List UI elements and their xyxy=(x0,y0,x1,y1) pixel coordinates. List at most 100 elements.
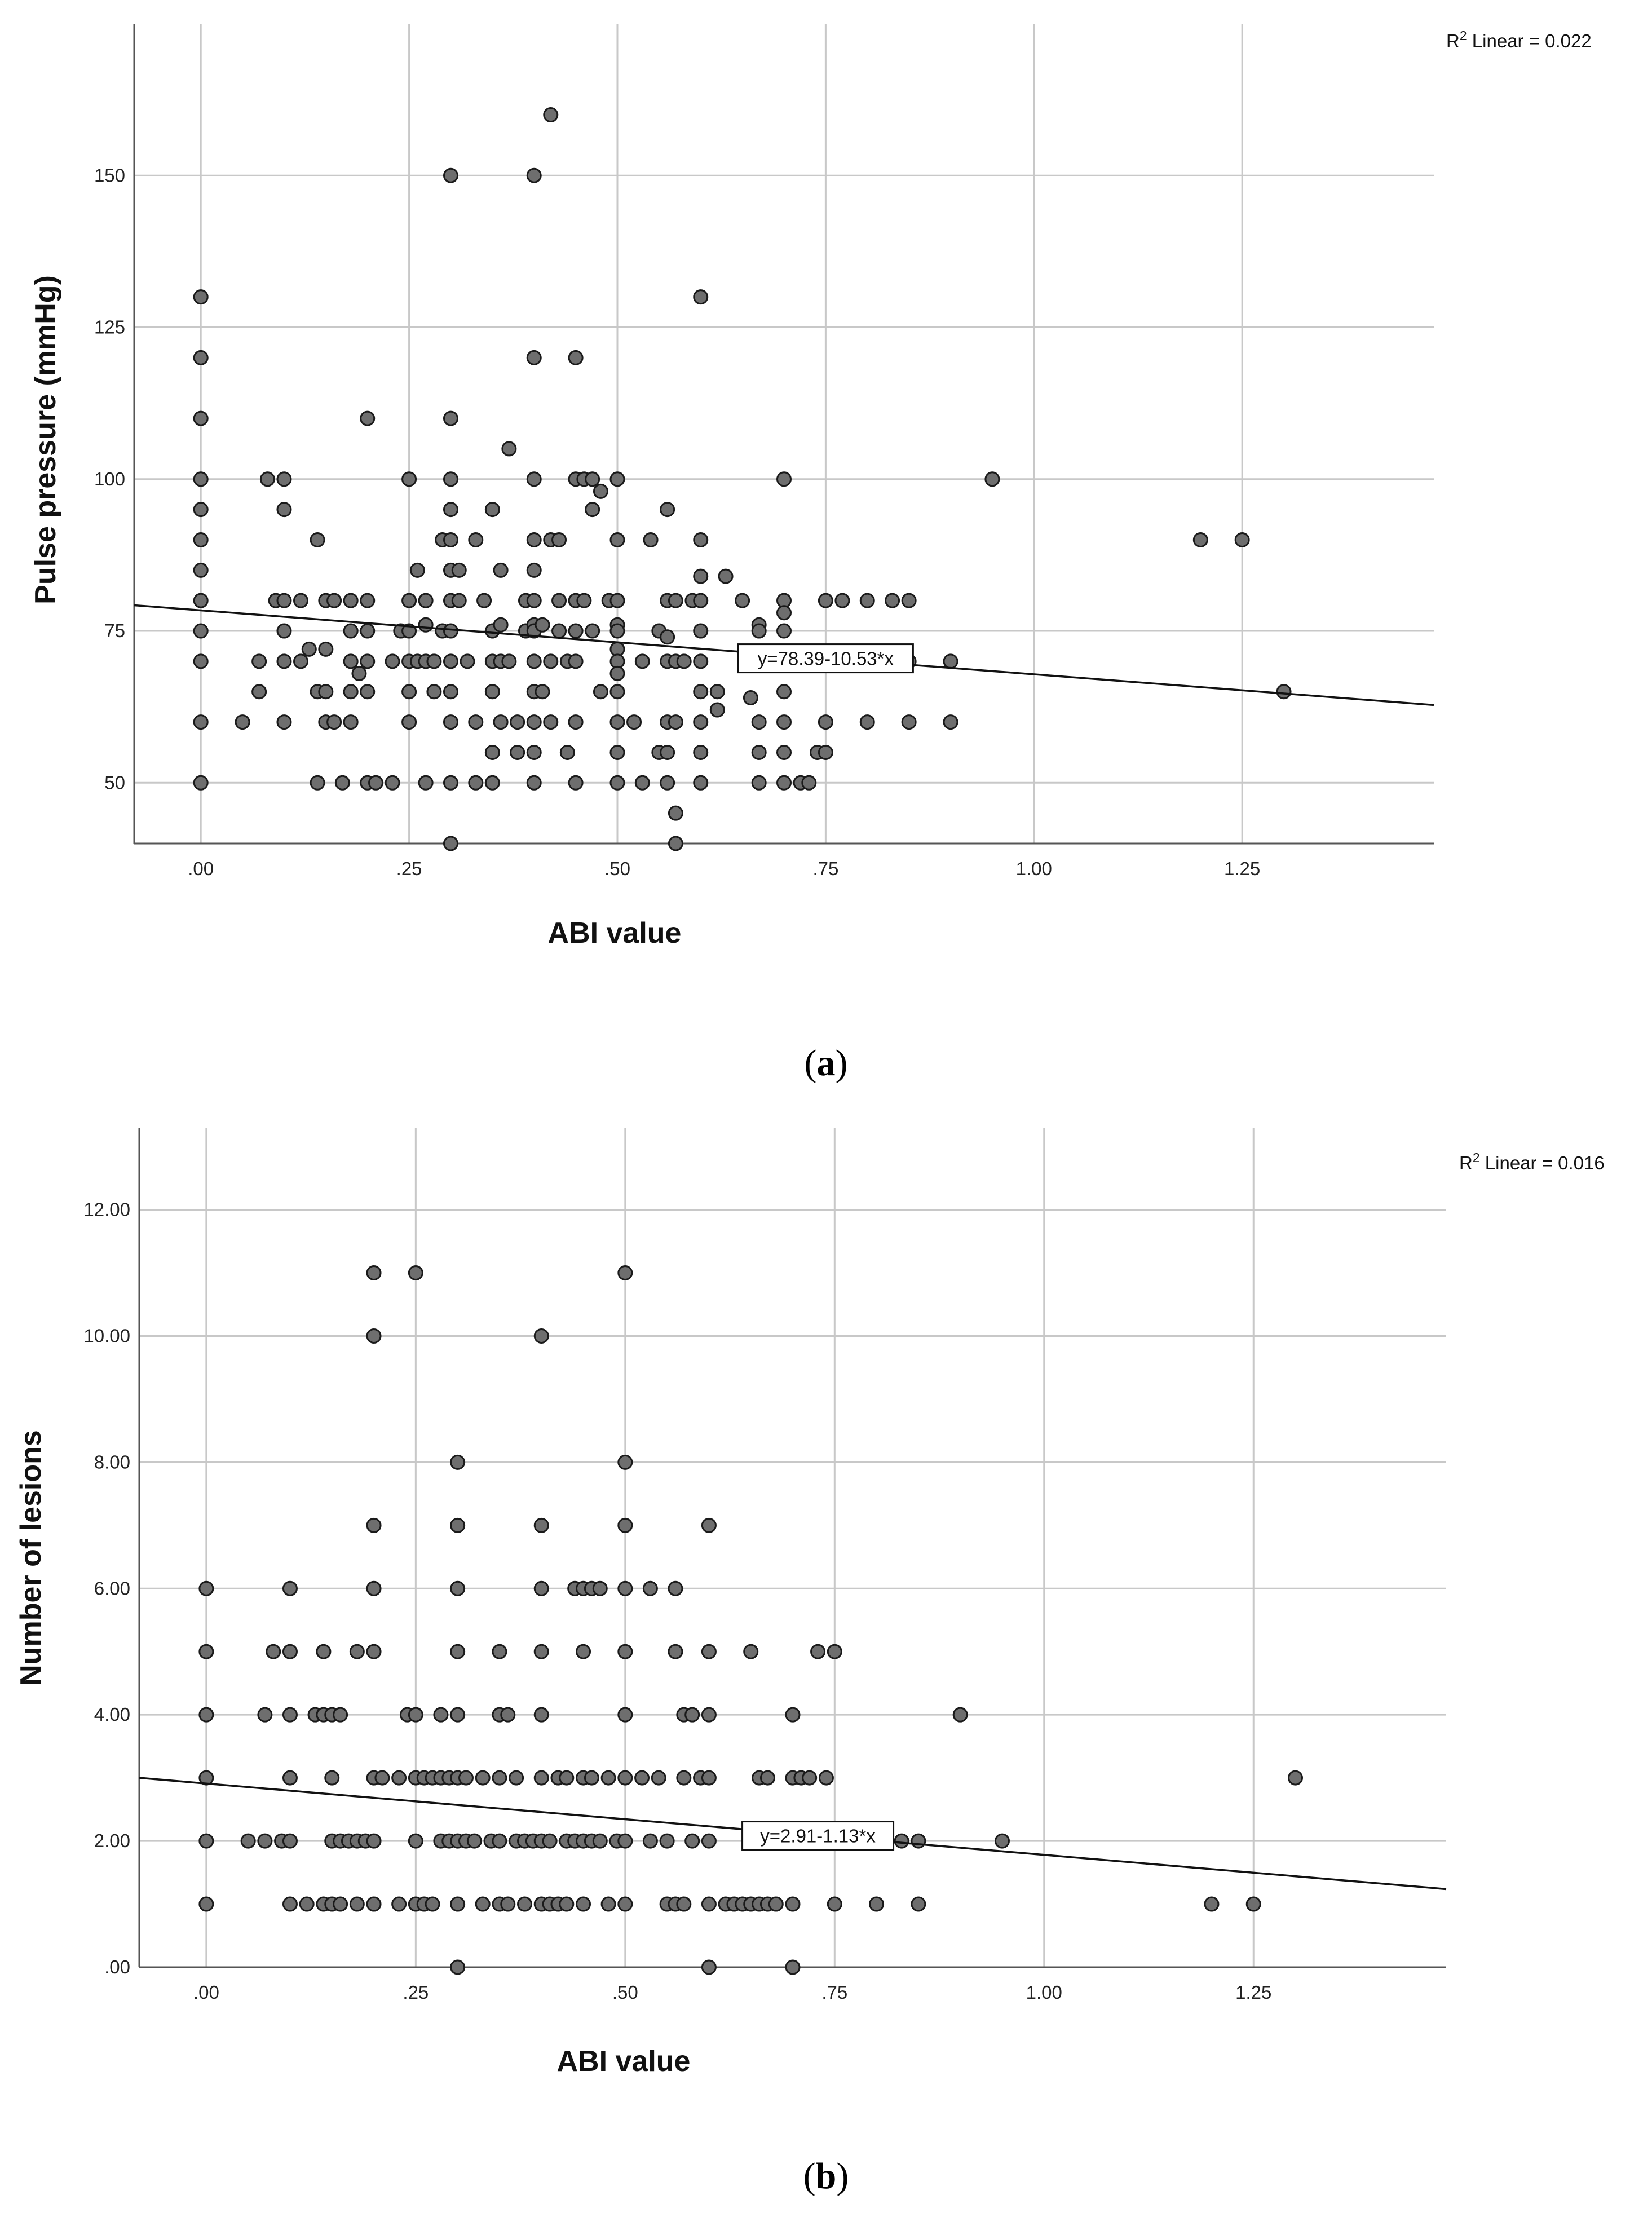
data-point xyxy=(709,684,725,700)
data-point xyxy=(684,1707,700,1723)
data-point xyxy=(559,744,575,760)
data-point xyxy=(660,775,675,791)
data-point xyxy=(776,714,792,730)
data-point xyxy=(901,593,917,608)
regression-equation: y=2.91-1.13*x xyxy=(760,1826,876,1847)
data-point xyxy=(568,350,584,365)
data-point xyxy=(584,1770,599,1786)
data-point xyxy=(193,775,209,791)
data-point xyxy=(609,623,625,639)
data-point xyxy=(360,410,376,426)
y-axis-label: Number of lesions xyxy=(15,1430,47,1686)
data-point xyxy=(617,1580,633,1596)
data-point xyxy=(911,1896,926,1912)
data-point xyxy=(310,532,325,547)
data-point xyxy=(776,775,792,791)
data-point xyxy=(676,1770,692,1786)
data-point xyxy=(443,653,458,669)
data-point xyxy=(526,532,542,547)
data-point xyxy=(869,1896,885,1912)
data-point xyxy=(526,744,542,760)
data-point xyxy=(660,502,675,518)
data-point xyxy=(834,593,850,608)
caption-a: (a) xyxy=(804,1043,848,1084)
data-point xyxy=(466,1833,482,1849)
data-point xyxy=(701,1644,717,1659)
data-point xyxy=(282,1770,298,1786)
data-point xyxy=(593,684,608,700)
data-point xyxy=(684,1833,700,1849)
data-point xyxy=(659,1833,675,1849)
data-point xyxy=(366,1328,382,1344)
data-point xyxy=(642,1833,658,1849)
data-point xyxy=(198,1770,214,1786)
data-point xyxy=(735,593,750,608)
data-point xyxy=(568,714,584,730)
x-tick-label: .75 xyxy=(812,858,838,879)
data-point xyxy=(818,593,833,608)
data-point xyxy=(526,714,542,730)
y-tick-label: 75 xyxy=(104,620,125,641)
data-point xyxy=(510,714,525,730)
data-point xyxy=(818,714,833,730)
data-point xyxy=(576,593,592,608)
data-point xyxy=(426,653,442,669)
data-point xyxy=(559,1896,575,1912)
data-point xyxy=(443,502,458,518)
data-point xyxy=(693,775,709,791)
data-point xyxy=(943,653,958,669)
y-tick-label: 10.00 xyxy=(83,1325,130,1346)
y-tick-label: 8.00 xyxy=(94,1451,130,1472)
data-point xyxy=(334,775,350,791)
data-point xyxy=(251,684,267,700)
data-point xyxy=(818,744,833,760)
data-point xyxy=(785,1707,801,1723)
data-point xyxy=(282,1707,298,1723)
data-point xyxy=(493,714,509,730)
data-point xyxy=(318,684,334,700)
data-point xyxy=(693,684,709,700)
data-point xyxy=(316,1644,332,1659)
data-point xyxy=(450,1517,466,1533)
x-tick-label: .00 xyxy=(193,1982,219,2003)
data-point xyxy=(193,593,209,608)
data-point xyxy=(343,653,359,669)
data-point xyxy=(257,1707,273,1723)
data-point xyxy=(276,471,292,487)
data-point xyxy=(251,653,267,669)
r-squared-label: R2 Linear = 0.022 xyxy=(1446,28,1592,51)
data-point xyxy=(542,1833,558,1849)
data-point xyxy=(198,1580,214,1596)
data-point xyxy=(326,714,342,730)
data-point xyxy=(500,1707,516,1723)
data-point xyxy=(609,744,625,760)
data-point xyxy=(450,1580,466,1596)
data-point xyxy=(952,1707,968,1723)
data-point xyxy=(517,1896,533,1912)
data-point xyxy=(351,665,367,681)
regression-equation: y=78.39-10.53*x xyxy=(758,648,894,669)
data-point xyxy=(533,1707,549,1723)
data-point xyxy=(193,532,209,547)
data-point xyxy=(617,1517,633,1533)
x-axis-label: ABI value xyxy=(548,917,682,950)
data-point xyxy=(668,1644,683,1659)
x-tick-label: 1.00 xyxy=(1026,1982,1062,2003)
data-point xyxy=(476,593,492,608)
data-point xyxy=(785,1896,801,1912)
data-point xyxy=(451,593,467,608)
data-point xyxy=(450,1707,466,1723)
data-point xyxy=(318,641,334,657)
data-point xyxy=(859,593,875,608)
data-point xyxy=(585,471,600,487)
data-point xyxy=(693,714,709,730)
data-point xyxy=(408,1833,423,1849)
data-point xyxy=(492,1833,507,1849)
data-point xyxy=(401,684,417,700)
data-point xyxy=(526,471,542,487)
data-point xyxy=(651,1770,666,1786)
y-tick-label: 125 xyxy=(94,317,125,338)
data-point xyxy=(543,714,559,730)
data-point xyxy=(592,1833,608,1849)
data-point xyxy=(458,1770,474,1786)
